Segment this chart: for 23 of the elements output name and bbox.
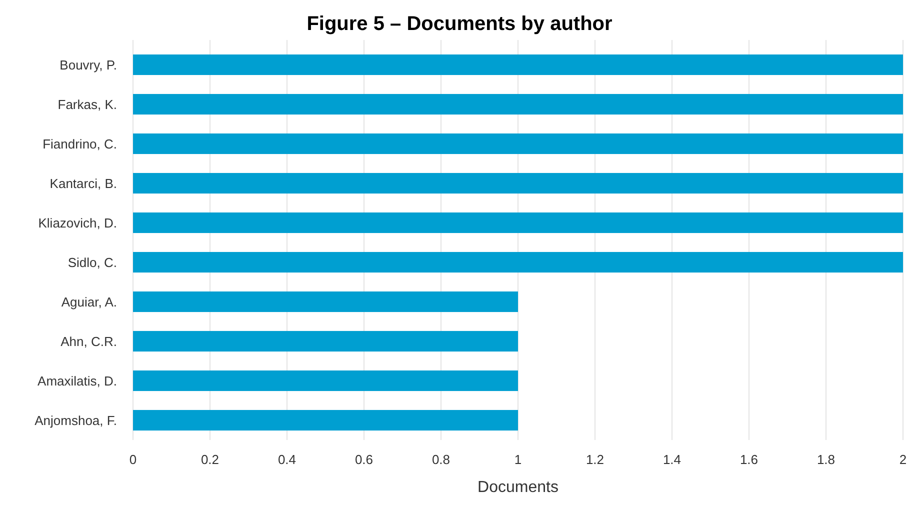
y-tick-label: Sidlo, C. xyxy=(68,254,117,270)
y-tick-label: Fiandrino, C. xyxy=(42,136,117,152)
x-tick-label: 0.4 xyxy=(278,452,296,467)
y-tick-label: Amaxilatis, D. xyxy=(38,373,117,388)
x-tick-label: 1.6 xyxy=(740,452,758,467)
x-tick-label: 1.8 xyxy=(816,452,836,467)
x-tick-label: 1.2 xyxy=(586,452,604,467)
x-tick-label: 1.4 xyxy=(662,452,682,467)
y-tick-label: Bouvry, P. xyxy=(60,57,117,72)
y-tick-label: Kliazovich, D. xyxy=(38,215,117,230)
x-tick-label: 0 xyxy=(129,452,137,467)
y-tick-label: Ahn, C.R. xyxy=(60,334,117,349)
x-tick-label: 0.8 xyxy=(432,452,450,467)
x-tick-label: 1 xyxy=(514,452,522,467)
y-tick-label: Aguiar, A. xyxy=(61,294,117,310)
y-tick-label: Kantarci, B. xyxy=(50,176,117,191)
x-tick-label: 2 xyxy=(899,452,907,467)
x-tick-label: 0.6 xyxy=(354,452,374,467)
y-tick-label: Anjomshoa, F. xyxy=(34,412,117,428)
x-tick-label: 0.2 xyxy=(200,452,220,467)
x-axis-title: Documents xyxy=(478,479,558,496)
chart-title: Figure 5 – Documents by author xyxy=(306,13,613,35)
y-tick-label: Farkas, K. xyxy=(58,96,117,112)
